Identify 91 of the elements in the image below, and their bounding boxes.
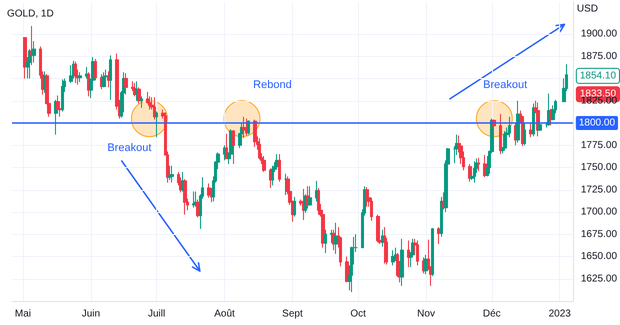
- x-tick-label: Oct: [350, 308, 366, 320]
- candlestick: [225, 133, 228, 160]
- candlestick: [170, 165, 174, 184]
- candlestick: [32, 40, 36, 64]
- candlestick: [78, 72, 82, 83]
- candlestick: [258, 138, 261, 160]
- y-tick-label: 1700.00: [580, 206, 618, 218]
- candlestick: [400, 238, 404, 286]
- annotation: Breakout: [483, 79, 528, 92]
- candlestick: [381, 229, 384, 248]
- x-tick-label: Déc: [482, 308, 501, 320]
- candlestick: [302, 188, 305, 221]
- text: GOLD, 1D: [7, 8, 54, 20]
- candlestick: [376, 214, 380, 243]
- candlestick: [74, 61, 77, 84]
- candlestick: [442, 192, 445, 210]
- candlestick: [271, 165, 274, 186]
- candlestick: [308, 186, 312, 206]
- candlestick: [109, 54, 112, 100]
- candlestick: [137, 86, 141, 104]
- candlestick: [61, 78, 64, 112]
- candlestick: [124, 72, 128, 96]
- x-tick-label: Juill: [148, 308, 166, 320]
- candlestick: [538, 114, 542, 132]
- y-axis-title: USD: [576, 4, 598, 14]
- candlestick: [529, 122, 533, 138]
- y-tick-label: 1875.00: [580, 50, 618, 62]
- candlestick: [253, 118, 257, 148]
- annotation: Rebond: [253, 79, 292, 92]
- candlestick: [516, 100, 520, 144]
- candlestick: [232, 130, 235, 164]
- candlestick: [394, 247, 397, 262]
- candlestick: [242, 116, 246, 139]
- candlestick: [508, 116, 511, 138]
- y-tick-label: 1775.00: [580, 140, 618, 151]
- candlestick: [245, 118, 248, 136]
- candlestick: [317, 187, 320, 216]
- candlestick: [262, 155, 266, 172]
- candlestick: [473, 160, 476, 184]
- candlestick: [499, 114, 502, 155]
- candlestick: [153, 96, 156, 120]
- y-tick-label: 1750.00: [580, 162, 618, 174]
- candlestick: [391, 250, 395, 266]
- candlestick: [69, 64, 73, 84]
- x-tick-label: Sept: [282, 308, 303, 320]
- candlestick: [284, 173, 288, 196]
- candlestick: [440, 196, 443, 238]
- candlestick: [28, 48, 31, 80]
- x-tick-label: 2023: [548, 308, 572, 320]
- y-tick-label: 1725.00: [580, 184, 618, 196]
- candlestick: [365, 186, 369, 208]
- annotation: 1854.10: [580, 70, 616, 82]
- candlestick: [107, 70, 110, 88]
- candlestick: [293, 196, 296, 217]
- candlestick: [192, 191, 196, 208]
- candlestick: [315, 180, 318, 202]
- y-tick-label: 1900.00: [580, 28, 618, 40]
- candlestick: [30, 26, 33, 66]
- candlestick: [503, 130, 507, 152]
- candlestick: [416, 240, 419, 266]
- y-tick-label: 1625.00: [580, 273, 618, 284]
- candlestick: [102, 72, 106, 88]
- x-tick-label: Nov: [417, 308, 435, 320]
- candlestick: [523, 122, 526, 146]
- candlestick: [183, 178, 187, 216]
- candlestick: [140, 96, 143, 108]
- candlestick: [334, 222, 338, 254]
- ref-line-label: 1800.00: [578, 118, 616, 129]
- candlestick: [437, 226, 441, 245]
- candlestick: [477, 157, 480, 172]
- candlestick: [94, 58, 97, 81]
- candlestick: [155, 110, 158, 138]
- candlestick: [431, 228, 434, 277]
- candlestick: [278, 154, 281, 182]
- candlestick: [345, 256, 349, 283]
- candlestick: [207, 183, 211, 198]
- y-tick-label: 1675.00: [580, 228, 618, 240]
- candlestick: [383, 226, 386, 264]
- x-tick-label: Mai: [14, 308, 32, 320]
- x-tick-label: Juin: [82, 308, 100, 320]
- annotation: Breakout: [107, 142, 152, 154]
- candlestick: [85, 66, 88, 80]
- x-tick-label: Août: [214, 308, 236, 320]
- candlestick: [483, 154, 487, 178]
- candlestick: [532, 102, 535, 137]
- y-tick-label: 1650.00: [580, 251, 618, 262]
- candlestick: [23, 37, 27, 80]
- candlestick: [210, 187, 213, 203]
- candlestick: [407, 240, 410, 268]
- candlestick: [168, 165, 171, 180]
- candlestick: [324, 229, 327, 254]
